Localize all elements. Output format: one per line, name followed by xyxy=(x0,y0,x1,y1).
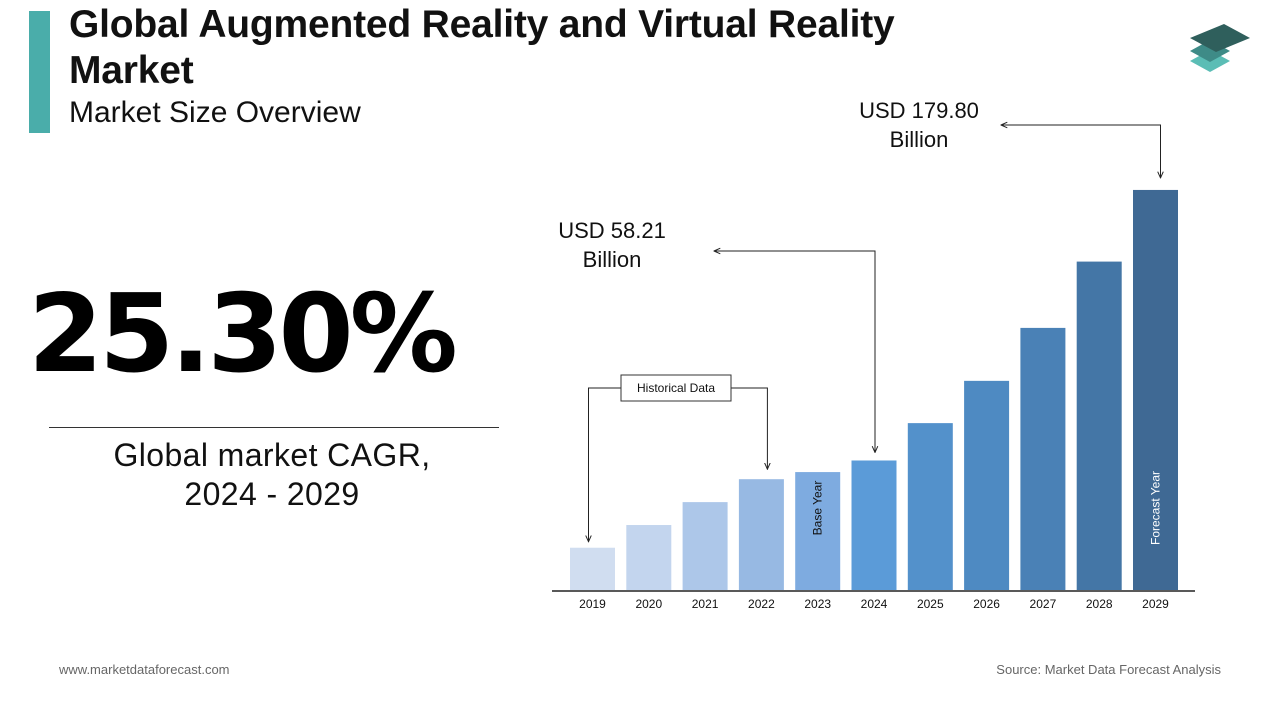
value-2029-label-line2: Billion xyxy=(890,127,949,152)
value-2029-arrow xyxy=(1001,125,1161,178)
x-tick-label-2019: 2019 xyxy=(579,597,606,611)
bar-2029 xyxy=(1133,189,1178,590)
title-accent-bar xyxy=(29,11,50,133)
value-2024-label-line2: Billion xyxy=(583,247,642,272)
bar-2027 xyxy=(1020,327,1066,590)
value-2024-label-line1: USD 58.21 xyxy=(558,218,666,243)
page-subtitle: Market Size Overview xyxy=(69,96,361,129)
bar-2023 xyxy=(795,472,841,590)
bar-2020 xyxy=(626,525,672,590)
x-tick-label-2024: 2024 xyxy=(861,597,888,611)
x-tick-label-2021: 2021 xyxy=(692,597,719,611)
bar-2021 xyxy=(682,502,728,590)
bar-2028 xyxy=(1076,261,1122,590)
brand-logo-icon xyxy=(1190,24,1250,72)
x-tick-label-2028: 2028 xyxy=(1086,597,1113,611)
bar-2025 xyxy=(907,423,953,590)
x-tick-label-2029: 2029 xyxy=(1142,597,1169,611)
x-tick-label-2026: 2026 xyxy=(973,597,1000,611)
cagr-label: Global market CAGR, 2024 - 2029 xyxy=(49,436,495,514)
bar-2024 xyxy=(851,460,897,590)
historical-arrow-left xyxy=(589,387,621,542)
cagr-label-line1: Global market CAGR, xyxy=(113,437,431,473)
cagr-label-line2: 2024 - 2029 xyxy=(184,476,360,512)
bar-2022 xyxy=(738,479,784,590)
x-tick-label-2023: 2023 xyxy=(804,597,831,611)
x-tick-label-2020: 2020 xyxy=(635,597,662,611)
forecast-year-label: Forecast Year xyxy=(1149,471,1163,545)
page-title: Global Augmented Reality and Virtual Rea… xyxy=(69,3,895,92)
cagr-value: 25.30% xyxy=(28,272,458,397)
footer-website: www.marketdataforecast.com xyxy=(59,662,230,677)
cagr-divider xyxy=(49,427,499,428)
bar-2019 xyxy=(570,547,615,590)
value-2029-label-line1: USD 179.80 xyxy=(859,98,979,123)
x-tick-label-2022: 2022 xyxy=(748,597,775,611)
x-tick-label-2027: 2027 xyxy=(1030,597,1057,611)
base-year-label: Base Year xyxy=(811,481,825,536)
x-tick-label-2025: 2025 xyxy=(917,597,944,611)
bar-2026 xyxy=(964,380,1010,590)
historical-data-label: Historical Data xyxy=(637,381,715,395)
historical-arrow-right xyxy=(731,387,767,469)
value-2024-arrow xyxy=(714,251,875,452)
footer-source: Source: Market Data Forecast Analysis xyxy=(996,662,1221,677)
